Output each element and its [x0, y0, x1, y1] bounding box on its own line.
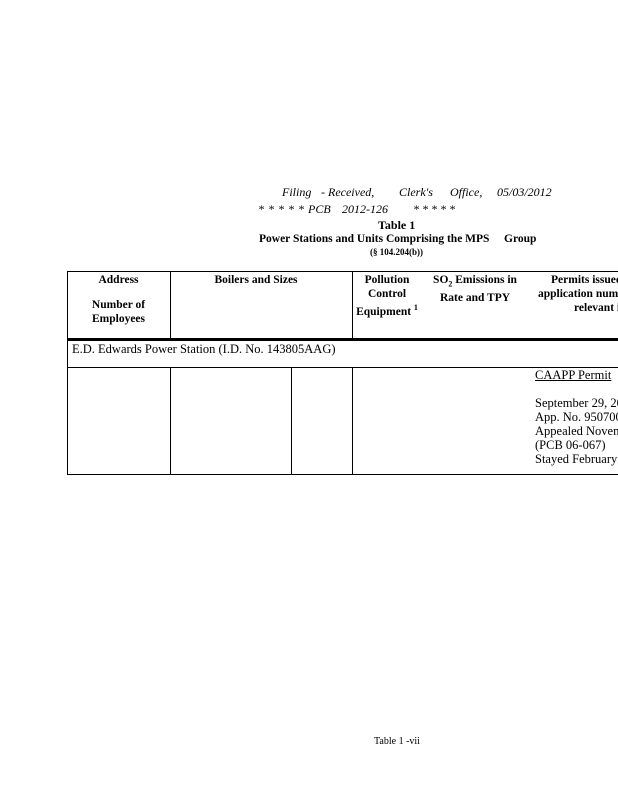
subscript: 2 [448, 279, 453, 289]
col-divider [352, 367, 353, 475]
table-top-border [67, 271, 618, 272]
header-so2: SO2 Emissions in Rate and TPY [428, 273, 522, 305]
header-text: SO [433, 274, 449, 286]
header-line: Number of [91, 299, 146, 311]
header-pollution: Pollution Control Equipment 1 [352, 273, 422, 319]
col-divider [170, 367, 171, 475]
header-boilers: Boilers and Sizes [214, 274, 298, 286]
permit-line: September 29, 20 [535, 396, 618, 410]
permit-line: Stayed February [535, 452, 618, 466]
stamp-word: * * * * * [413, 202, 455, 216]
header-line: relevant i [574, 302, 618, 314]
page-footer: Table 1 -vii [374, 736, 420, 747]
table-subtitle: Power Stations and Units Comprising the … [259, 233, 490, 245]
col-divider [291, 367, 292, 475]
header-line: Equipment [356, 305, 412, 318]
permit-line: Appealed Novem [535, 424, 618, 438]
permit-line: (PCB 06-067) [535, 438, 606, 452]
header-text: Emissions in [452, 274, 517, 286]
stamp-word: Filing [282, 185, 312, 199]
header-address: Address [98, 274, 139, 286]
table-subtitle-end: Group [504, 233, 537, 245]
stamp-word: - Received, [321, 185, 375, 199]
header-employees: Number of Employees [67, 298, 170, 326]
table-bottom-border [67, 474, 618, 475]
header-line: Employees [91, 313, 146, 325]
header-line: application numb [538, 288, 618, 300]
section-ref: (§ 104.204(b)) [370, 247, 423, 257]
footnote-marker: 1 [413, 303, 418, 312]
table-title: Table 1 [378, 218, 416, 232]
header-line: Control [367, 288, 407, 300]
permit-heading: CAAPP Permit [535, 368, 612, 382]
table-left-border [67, 271, 68, 475]
col-divider [352, 271, 353, 339]
stamp-word: Clerk's [399, 185, 433, 199]
stamp-date: 05/03/2012 [497, 185, 552, 199]
col-divider [170, 271, 171, 339]
row-border [67, 367, 618, 368]
stamp-word: Office, [450, 185, 483, 199]
permit-line: App. No. 950700 [535, 410, 618, 424]
permit-cell: CAAPP Permit September 29, 20 App. No. 9… [535, 368, 618, 466]
stamp-case: 2012-126 [342, 202, 388, 216]
station-name: E.D. Edwards Power Station (I.D. No. 143… [72, 342, 336, 356]
stamp-word: * * * * * PCB [258, 202, 331, 216]
header-permits: Permits issued, application numb relevan… [536, 273, 618, 315]
header-line: Permits issued, [551, 274, 618, 286]
header-rule [67, 338, 618, 341]
header-line: Pollution [364, 274, 410, 286]
header-line: Rate and TPY [439, 292, 511, 305]
